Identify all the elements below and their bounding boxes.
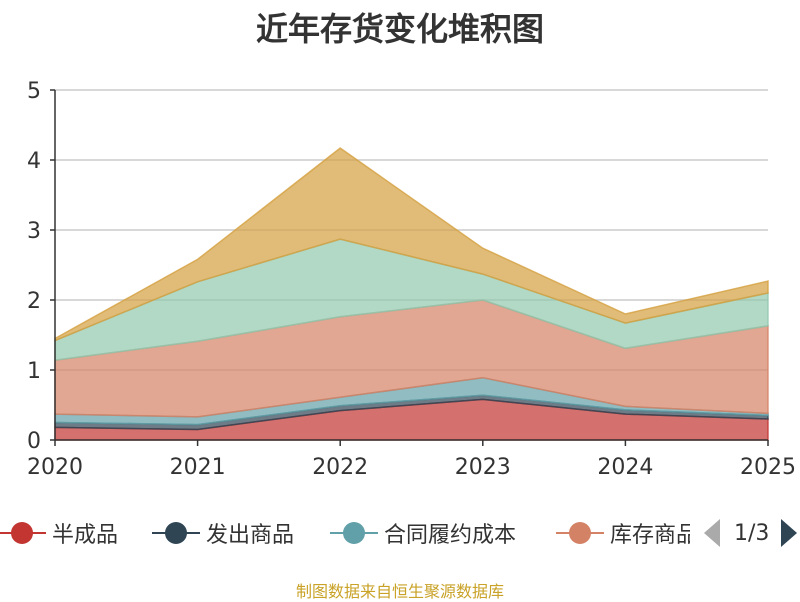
- source-note: 制图数据来自恒生聚源数据库: [295, 582, 504, 601]
- y-tick-label: 5: [27, 79, 41, 104]
- legend-label: 库存商品: [610, 523, 690, 548]
- legend-item-goods-shipped[interactable]: 发出商品: [152, 514, 294, 552]
- legend-marker-icon: [152, 521, 200, 545]
- legend-pager: 1/3: [700, 514, 798, 552]
- y-tick-label: 0: [27, 429, 41, 454]
- legend-label: 发出商品: [206, 523, 295, 548]
- y-tick-label: 1: [27, 359, 41, 384]
- legend-label: 半成品: [52, 523, 119, 548]
- legend-items-viewport: 半成品 发出商品 合同履约成本 库存商品: [0, 514, 690, 554]
- x-tick-label: 2022: [312, 455, 368, 480]
- legend-item-contract-cost[interactable]: 合同履约成本: [330, 514, 516, 552]
- legend-item-semi-finished[interactable]: 半成品: [0, 514, 118, 552]
- legend-marker-icon: [0, 521, 46, 545]
- chart-title: 近年存货变化堆积图: [255, 10, 544, 48]
- legend-item-inventory-goods[interactable]: 库存商品: [556, 514, 690, 552]
- pager-next-icon[interactable]: [781, 519, 798, 547]
- x-tick-label: 2024: [597, 455, 653, 480]
- y-tick-label: 2: [27, 289, 41, 314]
- x-tick-label: 2021: [170, 455, 226, 480]
- x-tick-label: 2023: [455, 455, 511, 480]
- legend-label: 合同履约成本: [384, 523, 517, 548]
- x-tick-label: 2020: [27, 455, 83, 480]
- legend-marker-icon: [556, 521, 604, 545]
- pager-prev-icon[interactable]: [704, 519, 720, 547]
- y-tick-label: 3: [27, 219, 41, 244]
- x-tick-label: 2025: [740, 455, 796, 480]
- area-series-5: [54, 147, 769, 342]
- legend: 半成品 发出商品 合同履约成本 库存商品: [0, 514, 800, 554]
- legend-marker-icon: [330, 521, 378, 545]
- pager-text: 1/3: [734, 520, 770, 546]
- y-tick-label: 4: [27, 149, 41, 174]
